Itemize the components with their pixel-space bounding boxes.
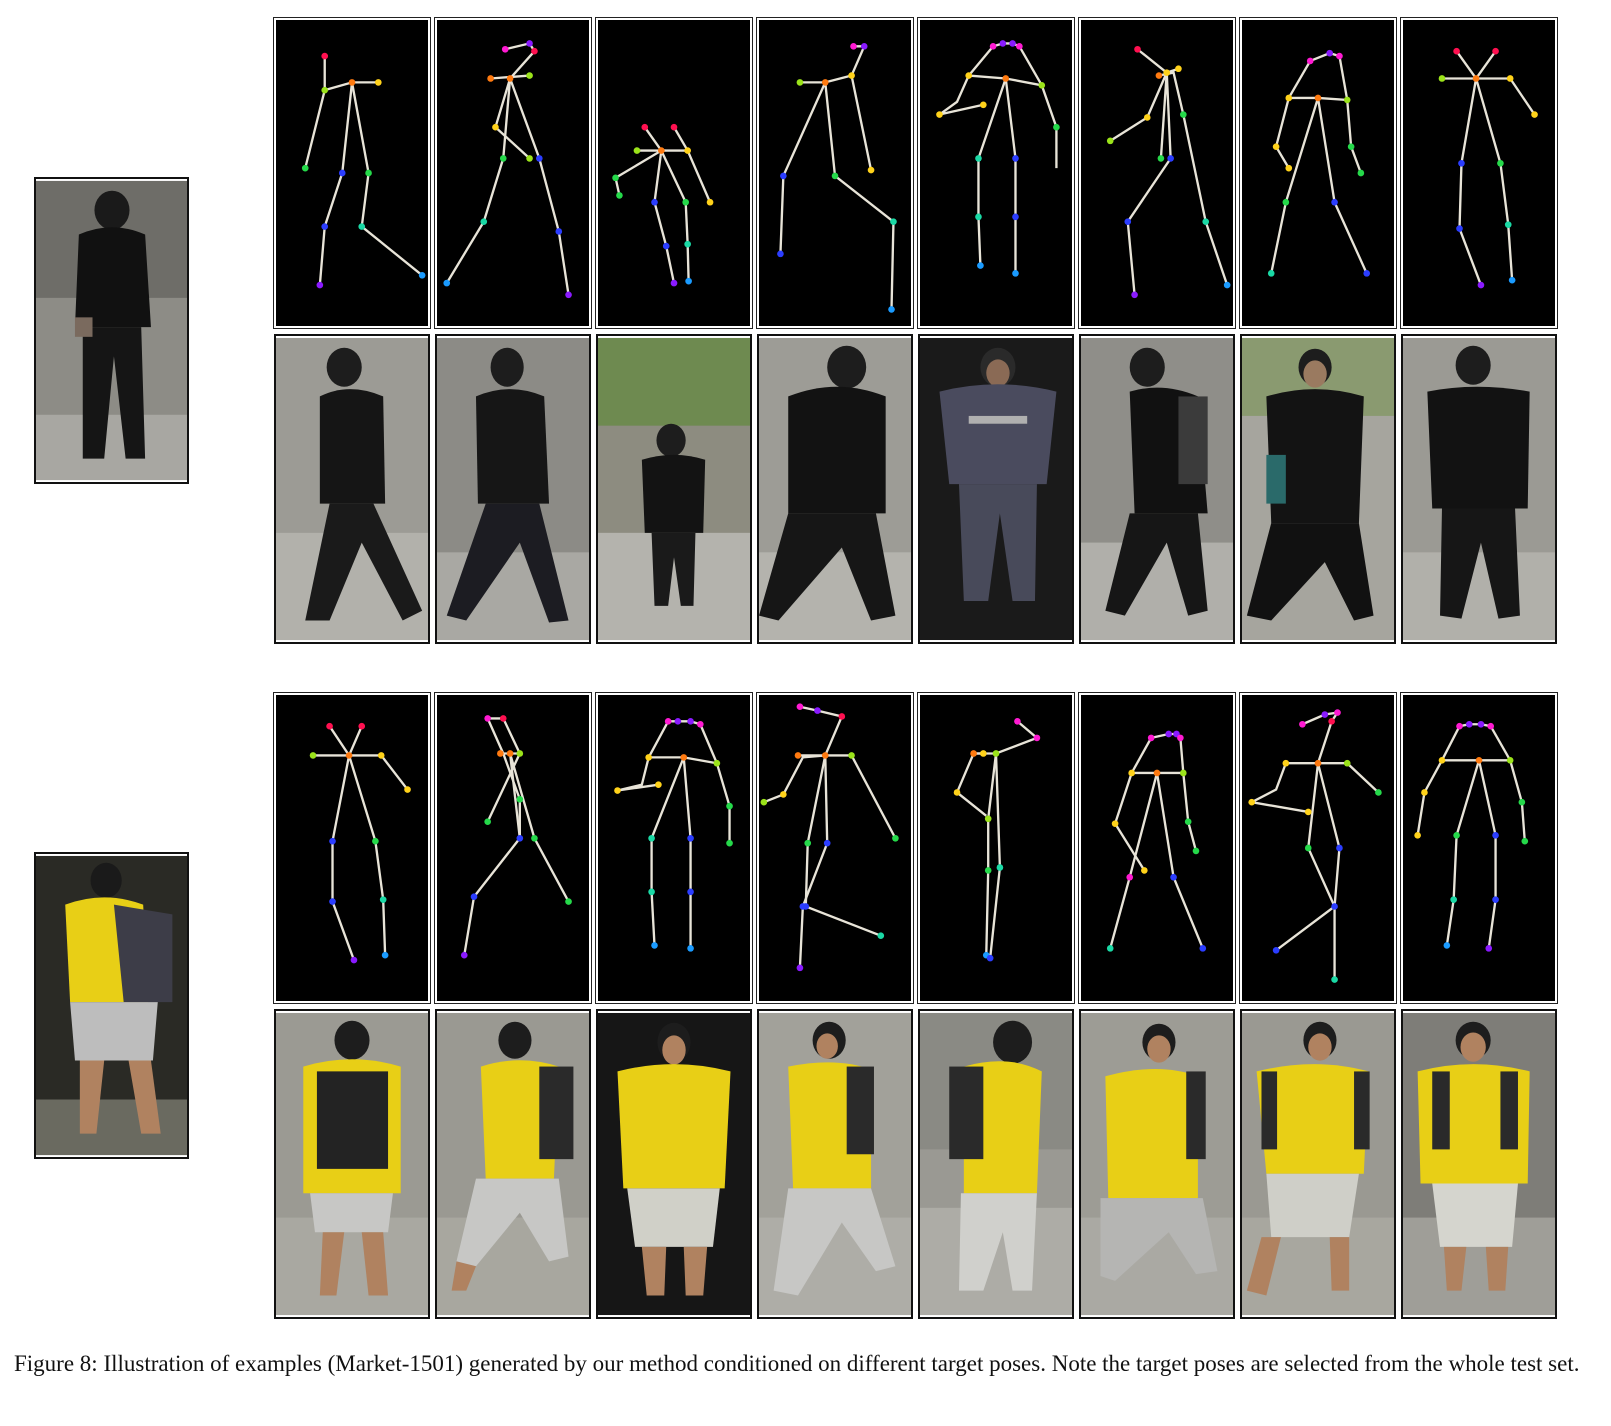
target-pose [434, 17, 592, 329]
target-pose [595, 17, 753, 329]
source-person-image [34, 177, 189, 484]
target-pose [756, 17, 914, 329]
generated-image [757, 1009, 913, 1319]
generated-image [1240, 1009, 1396, 1319]
generated-image [596, 1009, 752, 1319]
target-pose [917, 692, 1075, 1004]
generated-image [435, 1009, 591, 1319]
source-person-graphic [36, 180, 187, 481]
generated-image [274, 1009, 430, 1319]
target-pose [1400, 17, 1558, 329]
source-person-graphic [36, 855, 187, 1156]
target-pose [1400, 692, 1558, 1004]
figure-group-1 [0, 17, 1611, 646]
target-pose [595, 692, 753, 1004]
target-pose [1239, 692, 1397, 1004]
result-grid-1 [273, 17, 1590, 646]
generated-image [1079, 334, 1235, 644]
figure-caption: Figure 8: Illustration of examples (Mark… [14, 1351, 1580, 1376]
generated-image [596, 334, 752, 644]
source-person-image [34, 852, 189, 1159]
target-pose [756, 692, 914, 1004]
generated-image [757, 334, 913, 644]
generated-image [1401, 1009, 1557, 1319]
generated-image [1079, 1009, 1235, 1319]
target-pose [273, 17, 431, 329]
generated-image [274, 334, 430, 644]
target-pose [434, 692, 592, 1004]
result-grid-2 [273, 692, 1590, 1321]
generated-image [435, 334, 591, 644]
generated-image [918, 1009, 1074, 1319]
generated-image [1401, 334, 1557, 644]
target-pose [273, 692, 431, 1004]
target-pose [1078, 692, 1236, 1004]
generated-image [1240, 334, 1396, 644]
figure-group-2 [0, 692, 1611, 1321]
generated-image [918, 334, 1074, 644]
target-pose [1239, 17, 1397, 329]
target-pose [1078, 17, 1236, 329]
target-pose [917, 17, 1075, 329]
